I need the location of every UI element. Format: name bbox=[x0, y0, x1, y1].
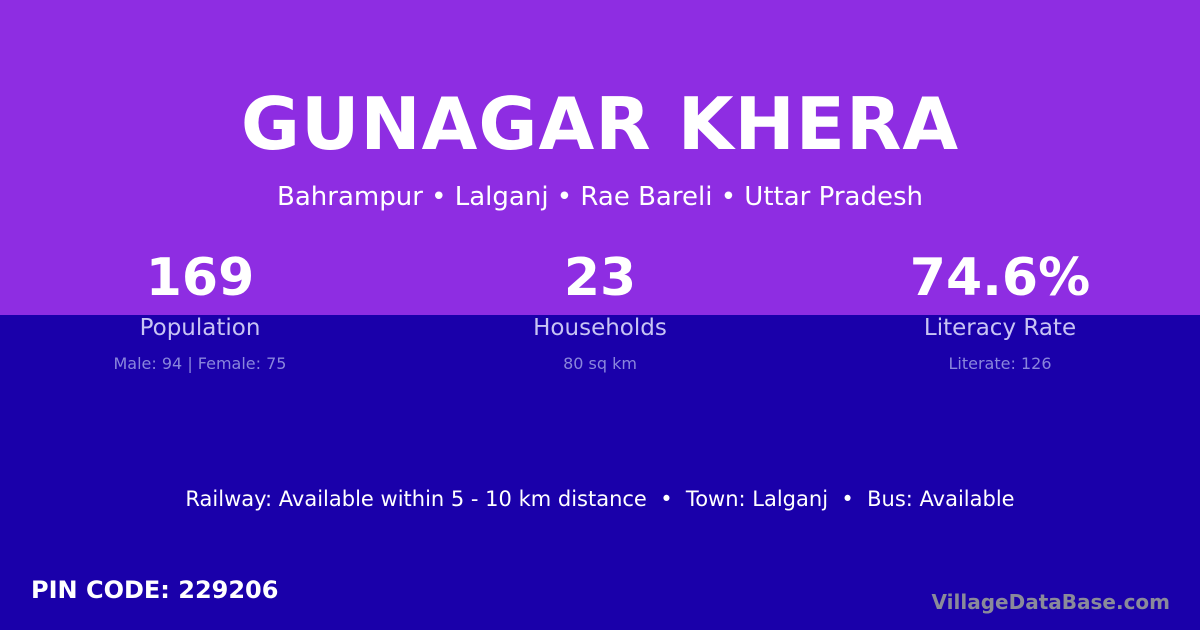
header-band bbox=[0, 0, 1200, 315]
households-label: Households bbox=[533, 315, 667, 341]
population-label: Population bbox=[139, 315, 261, 341]
population-value: 169 bbox=[145, 248, 255, 308]
literacy-detail: Literate: 126 bbox=[948, 354, 1052, 373]
literacy-label: Literacy Rate bbox=[923, 315, 1077, 341]
pin-code: PIN CODE: 229206 bbox=[31, 576, 279, 604]
amenities-info: Railway: Available within 5 - 10 km dist… bbox=[185, 487, 1015, 511]
breadcrumb: Bahrampur • Lalganj • Rae Bareli • Uttar… bbox=[277, 182, 923, 212]
literacy-value: 74.6% bbox=[909, 248, 1091, 308]
brand-logo: VillageDataBase.com bbox=[931, 590, 1170, 614]
households-value: 23 bbox=[563, 248, 637, 308]
village-title: GUNAGAR KHERA bbox=[240, 82, 960, 166]
population-detail: Male: 94 | Female: 75 bbox=[113, 354, 287, 373]
households-detail: 80 sq km bbox=[563, 354, 637, 373]
